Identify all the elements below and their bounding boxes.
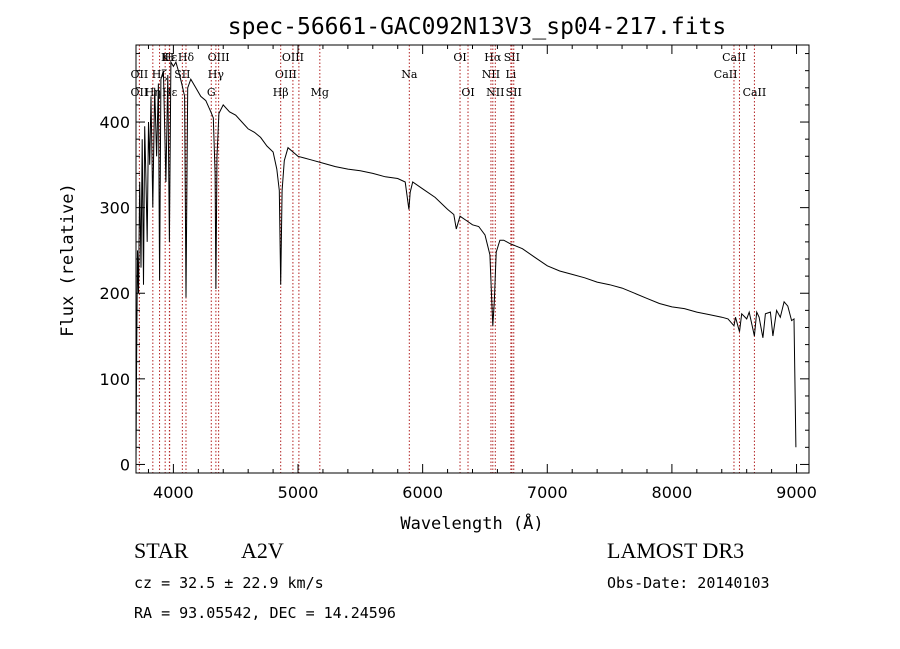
x-tick-label: 9000: [776, 483, 817, 502]
line-marker-label: Mg: [311, 86, 329, 99]
line-marker-label: Na: [401, 68, 418, 81]
redshift-value: cz = 32.5 ± 22.9 km/s: [134, 574, 324, 592]
line-marker-label: K: [161, 51, 170, 64]
line-marker-label: Li: [505, 68, 516, 81]
line-marker-label: OI: [461, 86, 474, 99]
x-tick-label: 4000: [153, 483, 194, 502]
line-marker-label: OII: [131, 68, 149, 81]
line-marker-label: NII: [486, 86, 504, 99]
line-marker-label: Hα: [484, 51, 502, 64]
y-tick-label: 400: [99, 113, 130, 132]
y-tick-label: 300: [99, 199, 130, 218]
line-marker-label: CaII: [743, 86, 767, 99]
survey-name: LAMOST DR3: [607, 538, 745, 563]
line-marker-label: Hε: [162, 51, 178, 64]
x-axis-label: Wavelength (Å): [400, 512, 543, 534]
line-marker-label: Hε: [162, 86, 178, 99]
observation-date: Obs-Date: 20140103: [607, 574, 770, 592]
x-tick-label: 6000: [402, 483, 443, 502]
spectral-subclass: A2V: [241, 538, 284, 563]
line-marker-label: SII: [504, 51, 520, 64]
line-marker-label: Hγ: [208, 68, 225, 81]
line-marker-label: CaII: [714, 68, 738, 81]
line-marker-label: OIII: [282, 51, 304, 64]
chart-title: spec-56661-GAC092N13V3_sp04-217.fits: [228, 14, 727, 40]
x-tick-label: 7000: [527, 483, 568, 502]
line-marker-label: SII: [506, 86, 522, 99]
y-tick-label: 0: [120, 455, 130, 474]
line-marker-label: OII: [131, 86, 149, 99]
spectrum-line: [135, 60, 797, 465]
y-axis-label: Flux (relative): [58, 183, 78, 337]
line-marker-label: H: [165, 51, 175, 64]
y-tick-label: 100: [99, 370, 130, 389]
object-type: STAR: [134, 538, 189, 563]
line-marker-label: SII: [174, 68, 190, 81]
line-marker-label: CaII: [722, 51, 746, 64]
line-marker-label: G: [207, 86, 216, 99]
coordinates: RA = 93.05542, DEC = 14.24596: [134, 604, 396, 622]
line-marker-label: OIII: [275, 68, 297, 81]
line-marker-label: Hη: [145, 86, 161, 99]
line-marker-label: OI: [453, 51, 466, 64]
plot-frame: [135, 44, 810, 474]
x-tick-label: 5000: [278, 483, 319, 502]
line-marker-label: Hδ: [178, 51, 195, 64]
y-tick-label: 200: [99, 284, 130, 303]
x-tick-label: 8000: [652, 483, 693, 502]
line-marker-label: NII: [482, 68, 500, 81]
axis-ticks: 4000 5000 6000 7000 8000 9000 0 100 200 300 400: [99, 45, 817, 502]
line-marker-label: Hβ: [273, 86, 289, 99]
line-marker-label: OIII: [208, 51, 230, 64]
line-marker-label: Hζ: [152, 68, 168, 81]
